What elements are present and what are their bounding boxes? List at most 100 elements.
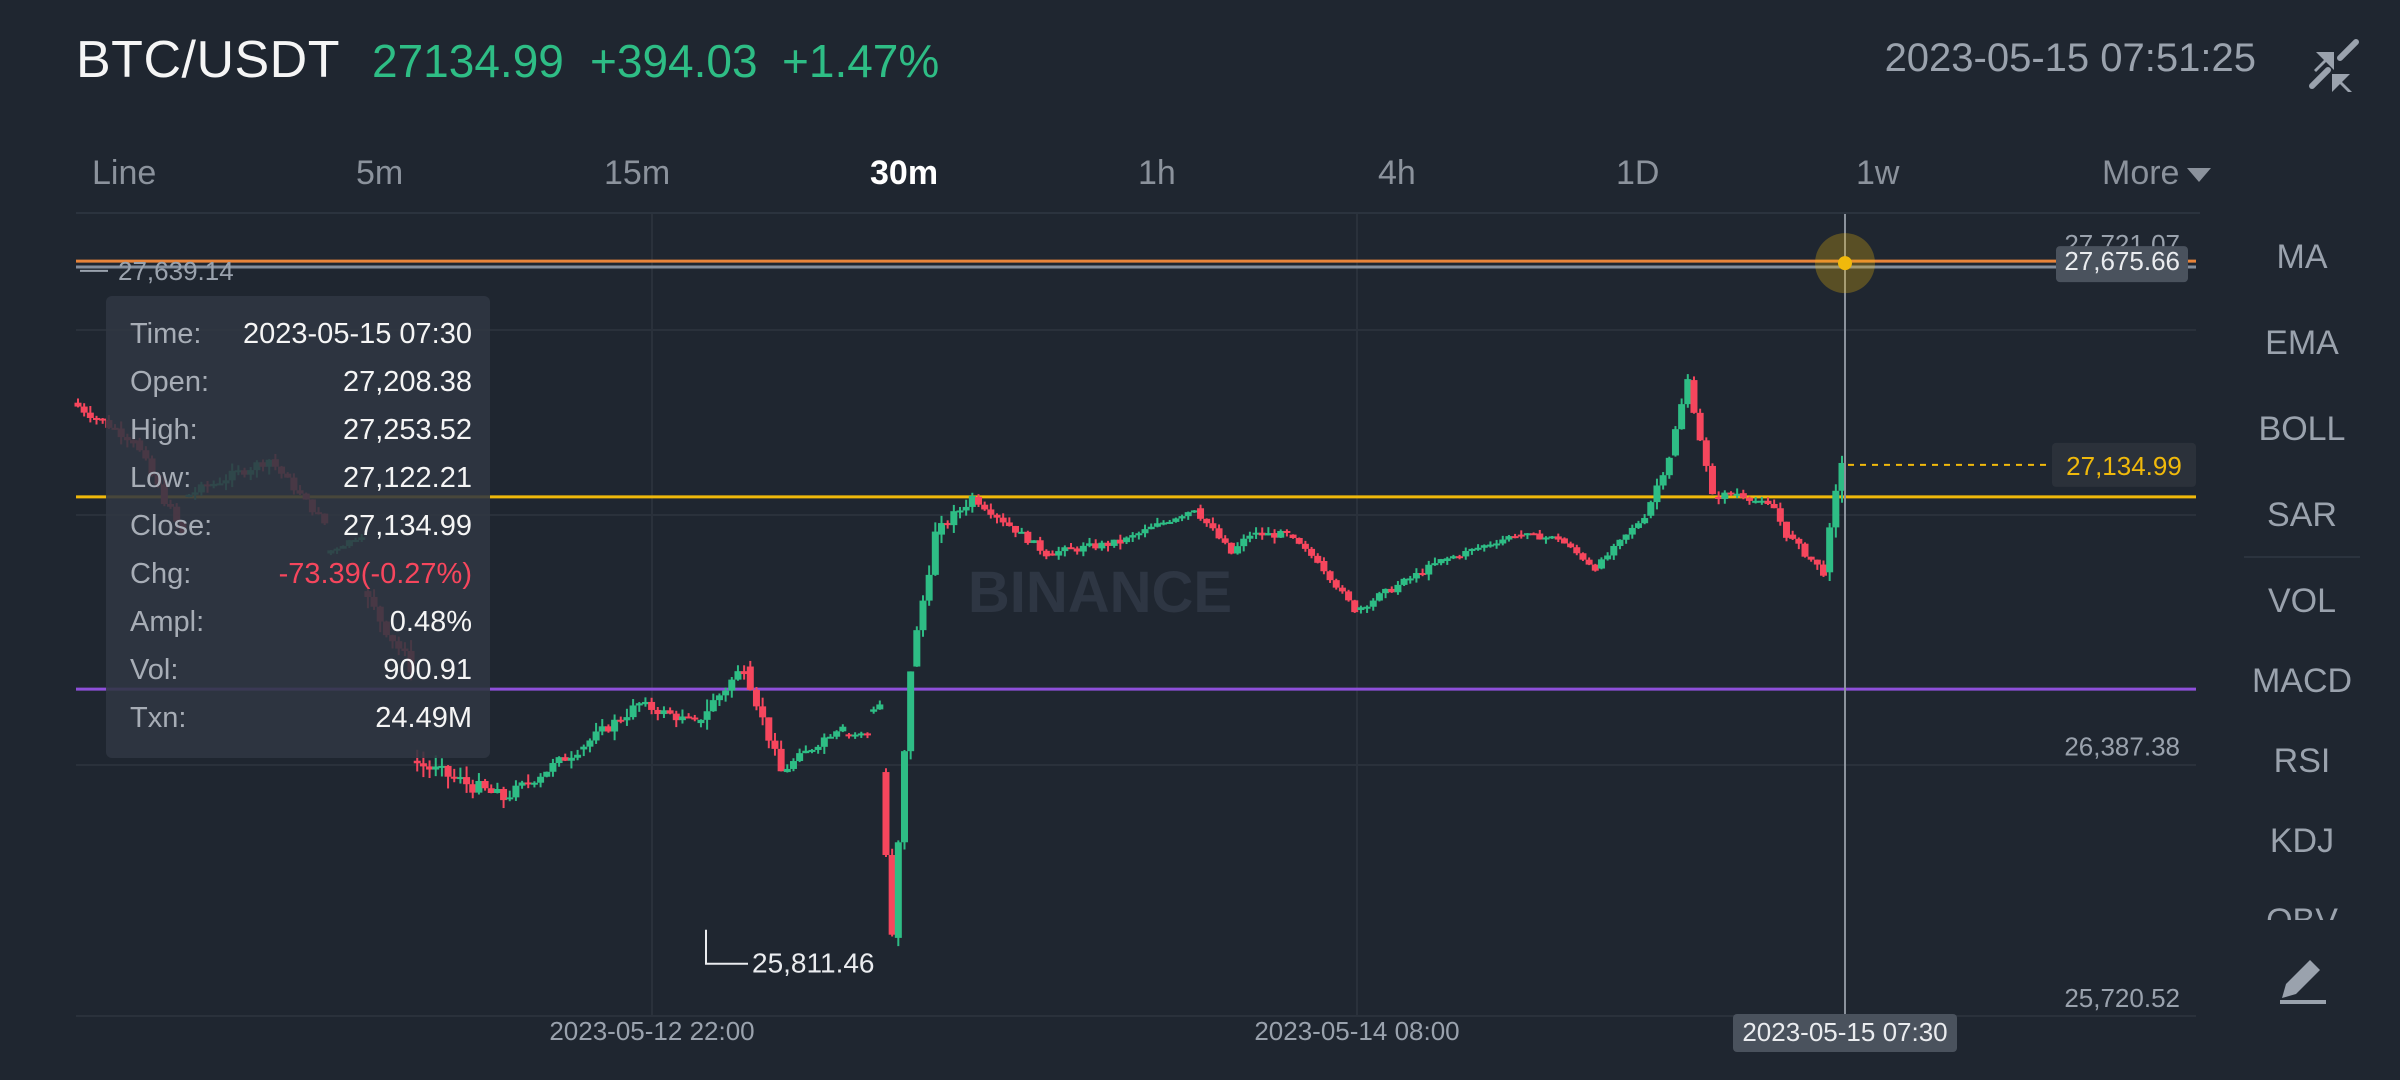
current-price-label: 27,134.99 <box>2066 451 2182 481</box>
candle-body <box>1264 533 1272 536</box>
candle <box>586 738 594 753</box>
candle <box>691 714 699 722</box>
price-label-crosshair: 27,675.66 <box>2064 246 2180 276</box>
candle <box>678 709 686 724</box>
candle <box>93 415 101 425</box>
candle <box>1295 537 1303 545</box>
candle <box>1141 524 1149 538</box>
candle-body <box>839 726 847 732</box>
candle <box>1733 488 1741 499</box>
candle-body <box>746 666 754 690</box>
candle <box>1443 556 1451 565</box>
tab-5m[interactable]: 5m <box>356 154 403 193</box>
candle-body <box>469 784 477 793</box>
candle-body <box>1166 521 1174 524</box>
candle <box>1499 535 1507 546</box>
candle-body <box>1554 536 1562 540</box>
candle <box>993 513 1001 524</box>
time-label: 2023-05-12 22:00 <box>549 1016 754 1046</box>
pencil-icon[interactable] <box>2274 950 2330 1006</box>
candle <box>1813 559 1821 570</box>
candle <box>456 767 464 784</box>
candle <box>623 708 631 726</box>
tab-line[interactable]: Line <box>92 154 156 193</box>
candle <box>814 744 822 754</box>
indicator-ema[interactable]: EMA <box>2265 324 2339 362</box>
tab-more[interactable]: More <box>2102 154 2212 193</box>
candle-body <box>1671 429 1679 456</box>
candle-body <box>1597 559 1605 569</box>
candle-body <box>1486 544 1494 547</box>
candle-body <box>1425 564 1433 575</box>
candle-body <box>1382 588 1390 594</box>
candle-body <box>1116 539 1124 544</box>
trading-pair[interactable]: BTC/USDT <box>76 31 340 89</box>
indicator-boll[interactable]: BOLL <box>2258 410 2346 448</box>
candle-body <box>1443 558 1451 561</box>
candle-body <box>845 734 853 737</box>
candle-body <box>894 842 902 938</box>
candle-body <box>777 748 785 772</box>
indicator-sar[interactable]: SAR <box>2267 496 2337 534</box>
indicator-rsi[interactable]: RSI <box>2273 742 2331 780</box>
indicator-obv[interactable]: OBV <box>2244 902 2360 920</box>
candle <box>1067 542 1075 550</box>
candle-body <box>1067 547 1075 550</box>
candle-body <box>617 719 625 722</box>
candle-body <box>1190 510 1198 513</box>
candle <box>1227 542 1235 555</box>
candle <box>802 745 810 754</box>
candle <box>487 784 495 794</box>
candle-body <box>74 402 82 407</box>
candle-body <box>691 717 699 720</box>
candle-body <box>1018 531 1026 534</box>
candle <box>1400 577 1408 587</box>
candle <box>74 398 82 408</box>
tooltip-value: 27,134.99 <box>342 510 472 542</box>
candle-body <box>1641 518 1649 524</box>
tab-1d[interactable]: 1D <box>1616 154 1659 193</box>
tab-1h[interactable]: 1h <box>1138 154 1176 193</box>
candle <box>611 714 619 741</box>
candle <box>1425 560 1433 581</box>
candle <box>481 778 489 791</box>
candle <box>820 733 828 754</box>
candle-body <box>1338 587 1346 592</box>
tab-1w[interactable]: 1w <box>1856 154 1899 193</box>
candle-body <box>1591 564 1599 571</box>
candle <box>1394 581 1402 595</box>
candle <box>1147 523 1155 530</box>
tab-4h[interactable]: 4h <box>1378 154 1416 193</box>
candle <box>913 626 921 667</box>
candle-body <box>1727 492 1735 495</box>
candle-body <box>1696 412 1704 441</box>
candle <box>475 773 483 795</box>
tab-30m[interactable]: 30m <box>870 154 938 193</box>
candle-body <box>1055 551 1063 556</box>
candle <box>444 765 452 789</box>
candle-body <box>1622 534 1630 540</box>
indicator-macd[interactable]: MACD <box>2251 662 2353 700</box>
candle <box>450 768 458 783</box>
candle <box>863 732 871 739</box>
candle-body <box>1036 540 1044 551</box>
candle <box>907 671 915 760</box>
candle <box>1431 557 1439 566</box>
candle <box>765 717 773 749</box>
candle-body <box>530 782 538 785</box>
indicator-vol[interactable]: VOL <box>2267 582 2337 620</box>
indicator-kdj[interactable]: KDJ <box>2269 822 2335 860</box>
candle-body <box>1560 538 1568 544</box>
candle-body <box>950 511 958 526</box>
collapse-arrows-icon[interactable] <box>2306 36 2362 92</box>
indicator-ma[interactable]: MA <box>2276 238 2328 276</box>
candle <box>1684 374 1692 408</box>
candle <box>1721 490 1729 504</box>
candle <box>524 774 532 789</box>
candle-body <box>1326 571 1334 581</box>
tooltip-row-chg: Chg: -73.39(-0.27%) <box>130 558 472 598</box>
candle-body <box>722 690 730 696</box>
candle-body <box>1536 533 1544 540</box>
tooltip-row-ampl: Ampl: 0.48% <box>130 606 472 646</box>
tab-15m[interactable]: 15m <box>604 154 670 193</box>
